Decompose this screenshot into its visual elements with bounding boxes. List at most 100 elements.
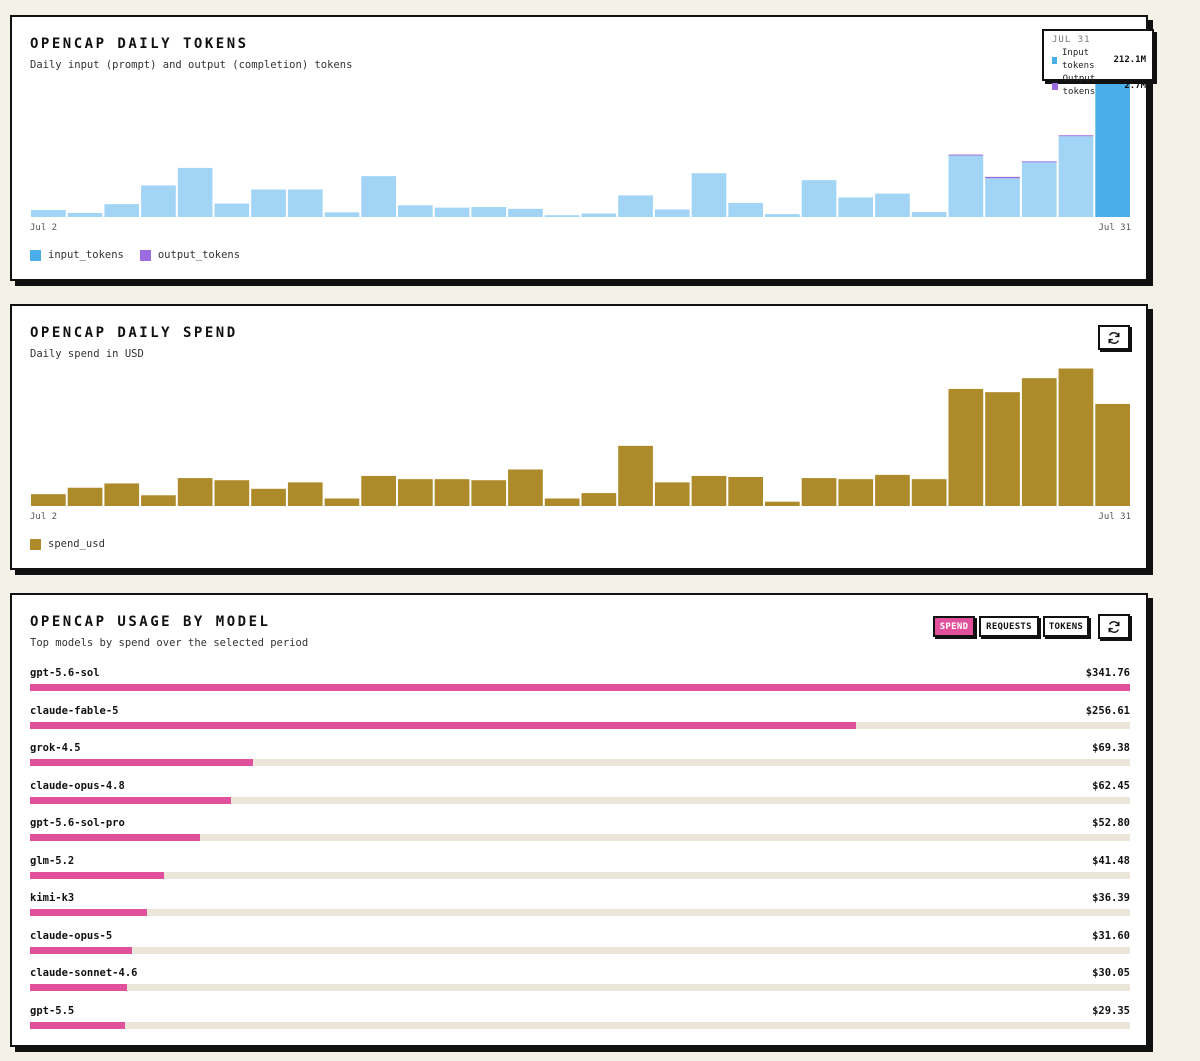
model-row[interactable]: kimi-k3 $36.39 [30,892,1130,922]
bar-input-tokens-jul-11[interactable] [361,176,396,217]
tokens-bar-chart[interactable]: Jul 2 Jul 31 [12,17,1146,279]
model-row[interactable]: claude-opus-4.8 $62.45 [30,780,1130,810]
bar-input-tokens-jul-23[interactable] [801,180,837,217]
bar-input-tokens-jul-8[interactable] [251,189,286,217]
bar-input-tokens-jul-25[interactable] [875,193,910,217]
bar-spend-usd-jul-25[interactable] [875,474,910,506]
model-row[interactable]: claude-opus-5 $31.60 [30,930,1130,960]
model-spend-value: $31.60 [1092,929,1130,942]
bar-input-tokens-jul-18[interactable] [618,195,653,217]
tab-requests[interactable]: REQUESTS [979,616,1039,637]
bar-input-tokens-jul-19[interactable] [654,209,690,217]
legend-item-input-tokens[interactable]: input_tokens [30,249,124,261]
model-bar-track [30,871,1130,879]
bar-spend-usd-jul-5[interactable] [141,495,176,506]
bar-output-tokens-jul-29[interactable] [1021,161,1057,163]
model-bar-fill [30,909,148,916]
bar-spend-usd-jul-22[interactable] [765,501,800,506]
model-row[interactable]: gpt-5.6-sol $341.76 [30,667,1130,697]
bar-spend-usd-jul-8[interactable] [251,488,286,506]
model-row[interactable]: claude-sonnet-4.6 $30.05 [30,967,1130,997]
bar-spend-usd-jul-15[interactable] [508,469,543,506]
bar-input-tokens-jul-6[interactable] [177,167,213,217]
bar-input-tokens-jul-10[interactable] [324,212,360,217]
bar-spend-usd-jul-29[interactable] [1021,378,1057,506]
bar-input-tokens-jul-21[interactable] [728,202,763,217]
model-bar-track [30,684,1130,691]
model-bar-fill [30,946,132,954]
legend-item-spend-usd[interactable]: spend_usd [30,538,105,550]
bar-input-tokens-jul-5[interactable] [141,185,176,217]
bar-input-tokens-jul-7[interactable] [214,203,250,217]
bar-spend-usd-jul-24[interactable] [838,479,874,506]
models-refresh-button[interactable] [1098,614,1130,639]
bar-spend-usd-jul-19[interactable] [654,482,690,506]
bar-spend-usd-jul-21[interactable] [728,477,763,506]
bar-input-tokens-jul-3[interactable] [67,212,103,217]
bar-spend-usd-jul-9[interactable] [287,482,323,506]
output-tokens-swatch [139,249,151,261]
bar-spend-usd-jul-20[interactable] [691,475,727,506]
bar-spend-usd-jul-16[interactable] [544,498,580,506]
bar-input-tokens-jul-4[interactable] [104,204,140,217]
bar-spend-usd-jul-31[interactable] [1095,403,1130,506]
bar-spend-usd-jul-2[interactable] [31,494,66,506]
bar-input-tokens-jul-13[interactable] [434,207,470,217]
bar-input-tokens-jul-15[interactable] [508,208,543,217]
model-bar-track [30,796,1130,804]
bar-spend-usd-jul-26[interactable] [911,479,947,506]
model-row[interactable]: claude-fable-5 $256.61 [30,705,1130,735]
bar-spend-usd-jul-30[interactable] [1058,368,1094,506]
bar-input-tokens-jul-9[interactable] [287,189,323,217]
bar-spend-usd-jul-14[interactable] [471,480,507,506]
bar-input-tokens-jul-22[interactable] [765,214,800,217]
bar-spend-usd-jul-7[interactable] [214,480,250,506]
bar-spend-usd-jul-23[interactable] [801,478,837,506]
bar-input-tokens-jul-30[interactable] [1058,136,1094,217]
bar-input-tokens-jul-27[interactable] [948,155,984,217]
bar-input-tokens-jul-17[interactable] [581,213,617,217]
model-row[interactable]: glm-5.2 $41.48 [30,855,1130,885]
legend-item-output-tokens[interactable]: output_tokens [139,249,240,261]
spend-refresh-button[interactable] [1098,325,1130,350]
bar-input-tokens-jul-2[interactable] [31,210,66,217]
tooltip-row-input: Input tokens 212.1M [1052,47,1146,73]
daily-spend-card: OPENCAP DAILY SPEND Daily spend in USD J… [10,304,1148,570]
bar-input-tokens-jul-31[interactable] [1095,77,1130,218]
tab-tokens[interactable]: TOKENS [1043,616,1089,637]
bar-spend-usd-jul-28[interactable] [985,392,1020,506]
model-bar-fill [30,984,127,991]
model-name: grok-4.5 [30,742,81,754]
bar-spend-usd-jul-13[interactable] [434,479,470,506]
bar-input-tokens-jul-29[interactable] [1021,162,1057,217]
bar-spend-usd-jul-11[interactable] [361,475,396,506]
bar-spend-usd-jul-12[interactable] [398,479,433,506]
bar-input-tokens-jul-26[interactable] [911,212,947,217]
bar-input-tokens-jul-20[interactable] [691,173,727,217]
bar-output-tokens-jul-30[interactable] [1058,135,1094,137]
bar-spend-usd-jul-18[interactable] [618,445,653,506]
bar-spend-usd-jul-3[interactable] [67,487,103,506]
model-row[interactable]: grok-4.5 $69.38 [30,742,1130,772]
model-row[interactable]: gpt-5.5 $29.35 [30,1005,1130,1035]
spend-bar-chart[interactable]: Jul 2 Jul 31 [12,306,1146,568]
bar-spend-usd-jul-17[interactable] [581,493,617,506]
bar-spend-usd-jul-6[interactable] [177,478,213,506]
bar-input-tokens-jul-12[interactable] [398,205,433,217]
x-tick-last: Jul 31 [1098,512,1131,522]
bar-output-tokens-jul-28[interactable] [985,176,1020,179]
bar-input-tokens-jul-28[interactable] [985,178,1020,217]
bar-input-tokens-jul-14[interactable] [471,207,507,217]
tab-spend[interactable]: SPEND [933,616,975,637]
bar-input-tokens-jul-16[interactable] [544,215,580,217]
bar-spend-usd-jul-27[interactable] [948,388,984,506]
bar-input-tokens-jul-24[interactable] [838,197,874,218]
tooltip-output-swatch [1052,82,1058,90]
model-name: gpt-5.6-sol-pro [30,817,125,829]
bar-spend-usd-jul-10[interactable] [324,498,360,506]
bar-spend-usd-jul-4[interactable] [104,483,140,506]
bar-output-tokens-jul-27[interactable] [948,154,984,156]
model-row[interactable]: gpt-5.6-sol-pro $52.80 [30,817,1130,847]
tokens-legend: input_tokens output_tokens [30,249,240,261]
x-tick-last: Jul 31 [1098,223,1131,233]
